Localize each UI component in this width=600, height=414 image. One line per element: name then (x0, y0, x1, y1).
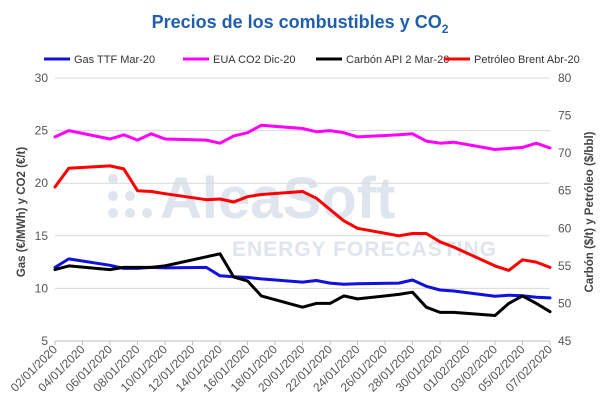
left-tick-label: 10 (35, 281, 49, 295)
series-lines (53, 123, 552, 317)
series-line-0 (53, 257, 552, 300)
watermark-logo-dot (142, 208, 152, 218)
left-axis-ticks: 5 10 15 20 25 30 (35, 71, 49, 348)
left-tick-label: 30 (35, 71, 49, 85)
right-tick-label: 75 (558, 109, 572, 123)
left-tick-label: 15 (35, 229, 49, 243)
left-tick-label: 20 (35, 176, 49, 190)
right-tick-label: 65 (558, 184, 572, 198)
chart-title: Precios de los combustibles y CO2 (152, 12, 449, 36)
legend-label: Petróleo Brent Abr-20 (474, 54, 580, 66)
watermark-logo-dot (125, 208, 135, 218)
series-line-3 (53, 164, 552, 272)
right-tick-label: 70 (558, 146, 572, 160)
x-axis-ticks: 02/01/202004/01/202006/01/202008/01/2020… (8, 341, 555, 395)
right-tick-label: 55 (558, 259, 572, 273)
series-line-2 (53, 252, 552, 317)
watermark-logo-dot (108, 191, 118, 201)
watermark-logo-dot (125, 191, 135, 201)
left-tick-label: 5 (41, 334, 48, 348)
right-tick-label: 60 (558, 221, 572, 235)
right-tick-label: 45 (558, 334, 572, 348)
left-tick-label: 25 (35, 124, 49, 138)
right-tick-label: 80 (558, 71, 572, 85)
legend-label: Gas TTF Mar-20 (74, 54, 155, 66)
watermark-subtext: ENERGY FORECASTING (232, 238, 497, 261)
legend: Gas TTF Mar-20 EUA CO2 Dic-20 Carbón API 2… (44, 54, 580, 66)
right-axis-ticks: 45 50 55 60 65 70 75 80 (558, 71, 572, 348)
legend-label: Carbón API 2 Mar-20 (346, 54, 449, 66)
y-axis-left-label: Gas (€/MWh) y CO2 (€/t) (16, 147, 28, 278)
legend-label: EUA CO2 Dic-20 (213, 54, 296, 66)
watermark-logo-dot (108, 174, 118, 184)
series-line-1 (53, 123, 552, 151)
y-axis-right-label: Carbón ($/t) y Petróleo ($/bbl) (584, 131, 596, 292)
watermark: AleaSoft ENERGY FORECASTING (108, 166, 497, 261)
watermark-logo-dot (108, 208, 118, 218)
right-tick-label: 50 (558, 296, 572, 310)
